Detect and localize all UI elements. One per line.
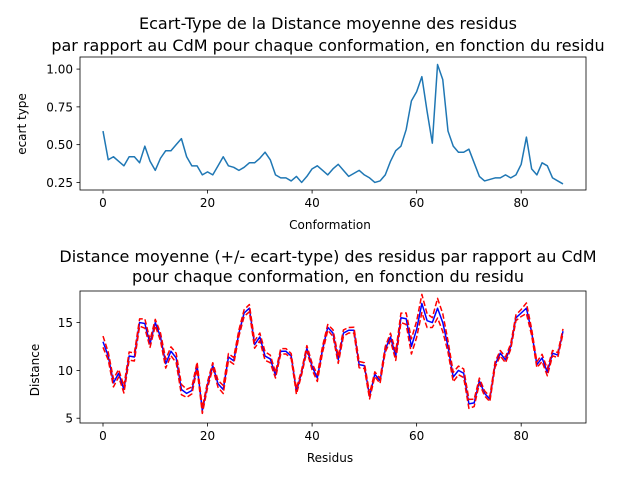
chart2-xtick-label: 0 <box>99 429 107 443</box>
chart2-title-line1: Distance moyenne (+/- ecart-type) des re… <box>59 247 596 266</box>
chart2-ylabel: Distance <box>28 344 42 396</box>
chart2-ytick-label: 5 <box>65 412 73 426</box>
chart2-ytick-label: 15 <box>58 316 73 330</box>
chart1-xtick-label: 0 <box>99 196 107 210</box>
chart-distance-mean: Distance moyenne (+/- ecart-type) des re… <box>28 247 597 465</box>
chart2-plot-area: 0 20 40 60 80 5 10 15 <box>58 290 587 443</box>
chart1-title-line2: par rapport au CdM pour chaque conformat… <box>51 36 604 55</box>
chart2-title-line2: pour chaque conformation, en fonction du… <box>132 267 524 286</box>
chart1-plot-area: 0 20 40 60 80 0.25 0.50 0.75 1.00 <box>46 56 587 210</box>
chart2-frame <box>79 290 587 424</box>
chart1-xtick-label: 60 <box>409 196 424 210</box>
chart2-xtick-label: 40 <box>304 429 319 443</box>
chart1-title-line1: Ecart-Type de la Distance moyenne des re… <box>139 14 517 33</box>
chart1-ytick-label: 0.75 <box>46 100 73 114</box>
chart1-ytick-label: 0.25 <box>46 176 73 190</box>
chart2-mean-line <box>102 302 564 412</box>
chart1-frame <box>79 56 587 191</box>
chart1-xtick-label: 20 <box>200 196 215 210</box>
chart2-ytick-label: 10 <box>58 364 73 378</box>
chart1-series-line <box>102 63 564 185</box>
chart1-ylabel: ecart type <box>15 93 29 155</box>
chart2-xtick-label: 80 <box>514 429 529 443</box>
chart2-xtick-label: 20 <box>200 429 215 443</box>
chart2-xtick-label: 60 <box>409 429 424 443</box>
chart1-xlabel: Conformation <box>289 218 371 232</box>
chart2-lower-line <box>102 311 564 415</box>
chart2-upper-line <box>102 293 564 409</box>
chart2-xlabel: Residus <box>307 451 353 465</box>
chart1-ytick-label: 1.00 <box>46 63 73 77</box>
chart-conformation-std: Ecart-Type de la Distance moyenne des re… <box>15 14 605 232</box>
chart1-xtick-label: 40 <box>304 196 319 210</box>
chart1-ytick-label: 0.50 <box>46 138 73 152</box>
chart1-xtick-label: 80 <box>514 196 529 210</box>
